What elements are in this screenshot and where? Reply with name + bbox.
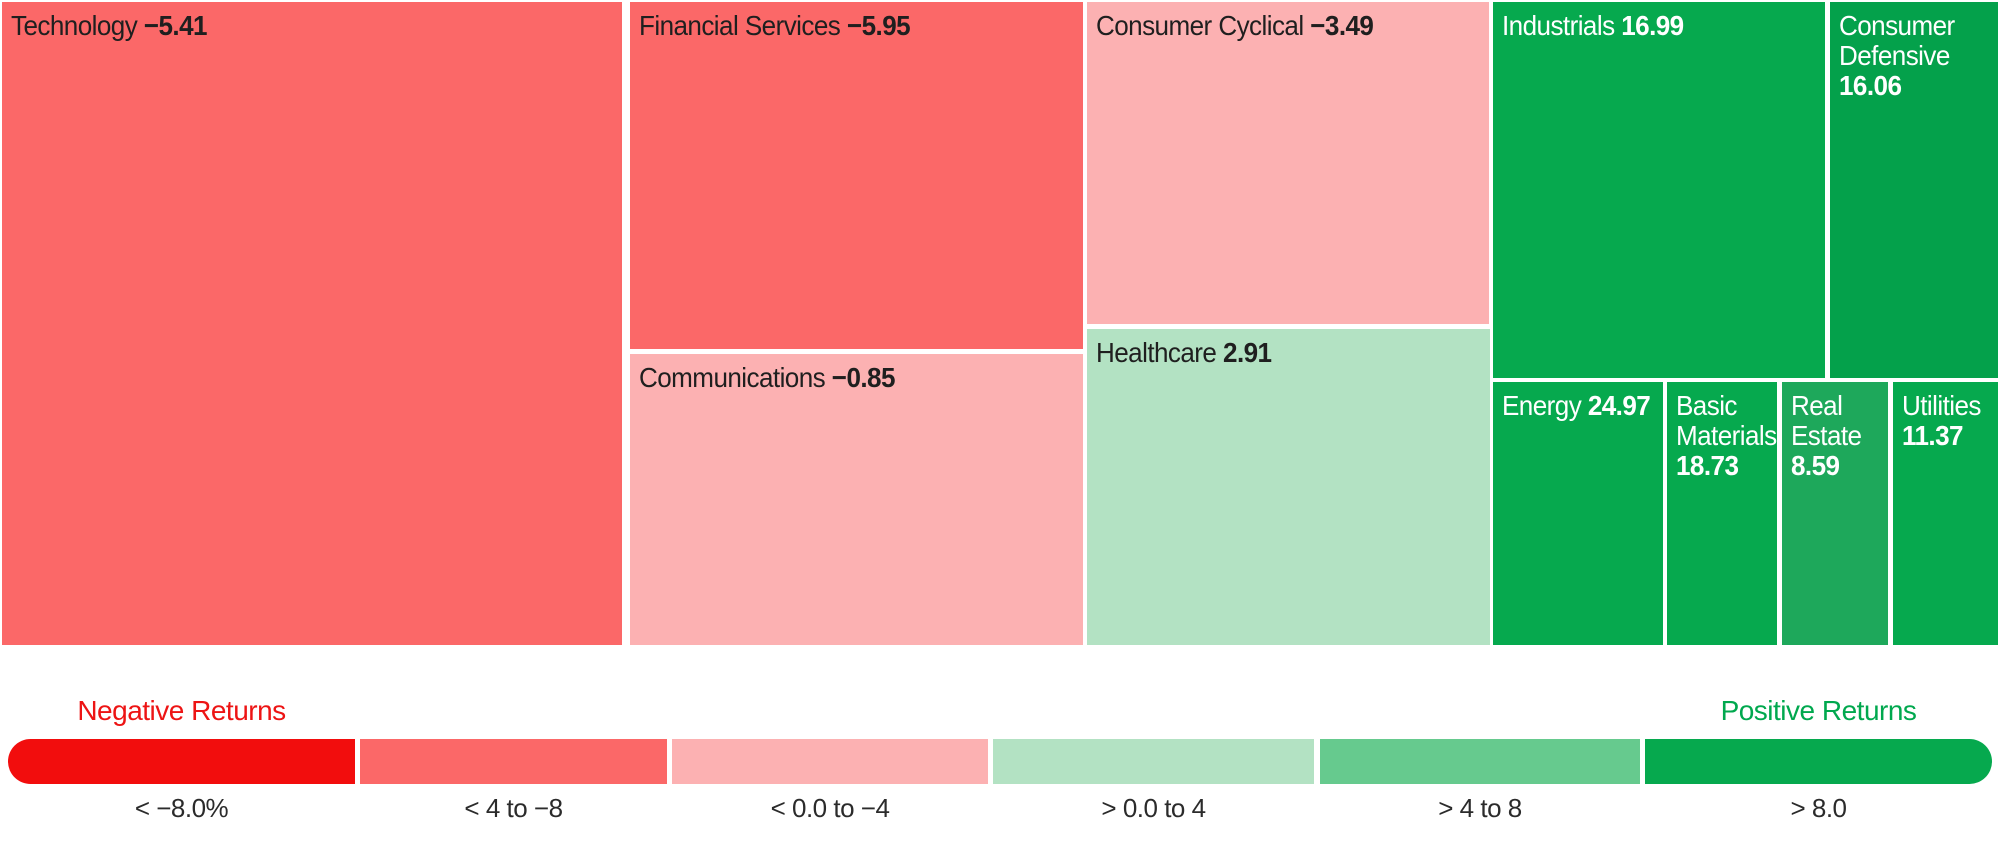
tile-sector-name: Technology <box>11 10 144 41</box>
tile-label-healthcare: Healthcare 2.91 <box>1096 338 1490 368</box>
treemap-tile-healthcare[interactable]: Healthcare 2.91 <box>1087 329 1490 645</box>
legend-range-label--4-to-8: < 4 to −8 <box>464 793 563 823</box>
tile-sector-value: 8.59 <box>1791 450 1840 481</box>
treemap-tile-financial-services[interactable]: Financial Services −5.95 <box>630 2 1083 349</box>
tile-sector-value: 11.37 <box>1902 420 1964 451</box>
tile-label-technology: Technology −5.41 <box>11 11 622 41</box>
tile-label-communications: Communications −0.85 <box>639 363 1083 393</box>
tile-sector-value: 18.73 <box>1676 450 1739 481</box>
tile-sector-name: Communications <box>639 362 832 393</box>
treemap-tile-technology[interactable]: Technology −5.41 <box>2 2 622 645</box>
tile-sector-value: −5.95 <box>846 10 911 41</box>
tile-sector-name: Basic Materials <box>1676 390 1777 451</box>
tile-sector-name: Consumer Defensive <box>1839 10 1955 71</box>
tile-label-basic-materials: Basic Materials 18.73 <box>1676 391 1777 481</box>
legend-range-label--0-0-to-4: > 0.0 to 4 <box>1101 793 1206 823</box>
treemap-tile-real-estate[interactable]: Real Estate 8.59 <box>1782 382 1888 645</box>
tile-sector-name: Energy <box>1502 390 1588 421</box>
tile-sector-value: −5.41 <box>143 10 208 41</box>
tile-label-financial-services: Financial Services −5.95 <box>639 11 1083 41</box>
tile-label-utilities: Utilities 11.37 <box>1902 391 1998 451</box>
legend-range-label--0-0-to-4: < 0.0 to −4 <box>770 793 890 823</box>
tile-sector-value: 16.06 <box>1839 70 1902 101</box>
legend-swatch--4-to-8 <box>1320 739 1640 784</box>
treemap-tile-consumer-defensive[interactable]: Consumer Defensive 16.06 <box>1830 2 1998 378</box>
legend-negative-returns-label: Negative Returns <box>77 695 286 726</box>
tile-sector-name: Consumer Cyclical <box>1096 10 1311 41</box>
legend-range-label--4-to-8: > 4 to 8 <box>1438 793 1522 823</box>
treemap-tile-industrials[interactable]: Industrials 16.99 <box>1493 2 1825 378</box>
tile-label-real-estate: Real Estate 8.59 <box>1791 391 1888 481</box>
treemap-tile-communications[interactable]: Communications −0.85 <box>630 354 1083 645</box>
treemap-tile-consumer-cyclical[interactable]: Consumer Cyclical −3.49 <box>1087 2 1489 324</box>
legend-swatch--0-0-to-4 <box>672 739 988 784</box>
tile-sector-name: Healthcare <box>1096 337 1224 368</box>
tile-sector-value: 16.99 <box>1621 10 1684 41</box>
tile-label-consumer-defensive: Consumer Defensive 16.06 <box>1839 11 1998 101</box>
tile-sector-value: 2.91 <box>1223 337 1272 368</box>
legend-range-label--8-0: > 8.0 <box>1790 793 1847 823</box>
tile-sector-value: −0.85 <box>831 362 896 393</box>
treemap-tile-utilities[interactable]: Utilities 11.37 <box>1893 382 1998 645</box>
tile-label-industrials: Industrials 16.99 <box>1502 11 1825 41</box>
legend-swatch--8-0 <box>1645 739 1992 784</box>
tile-sector-name: Industrials <box>1502 10 1622 41</box>
tile-sector-value: −3.49 <box>1310 10 1374 41</box>
tile-label-energy: Energy 24.97 <box>1502 391 1663 421</box>
tile-sector-name: Utilities <box>1902 390 1981 421</box>
legend-range-label--8-0-: < −8.0% <box>134 793 229 823</box>
treemap-tile-basic-materials[interactable]: Basic Materials 18.73 <box>1667 382 1777 645</box>
tile-sector-name: Financial Services <box>639 10 847 41</box>
legend: Negative Returns Positive Returns < −8.0… <box>0 650 2000 863</box>
tile-label-consumer-cyclical: Consumer Cyclical −3.49 <box>1096 11 1489 41</box>
tile-sector-name: Real Estate <box>1791 390 1862 451</box>
legend-positive-returns-label: Positive Returns <box>1720 695 1917 726</box>
legend-swatch--0-0-to-4 <box>993 739 1314 784</box>
tile-sector-value: 24.97 <box>1587 390 1651 421</box>
treemap-tile-energy[interactable]: Energy 24.97 <box>1493 382 1663 645</box>
legend-swatch--8-0- <box>8 739 355 784</box>
treemap-chart: Technology −5.41 Financial Services −5.95… <box>2 2 1998 645</box>
legend-swatch--4-to-8 <box>360 739 667 784</box>
